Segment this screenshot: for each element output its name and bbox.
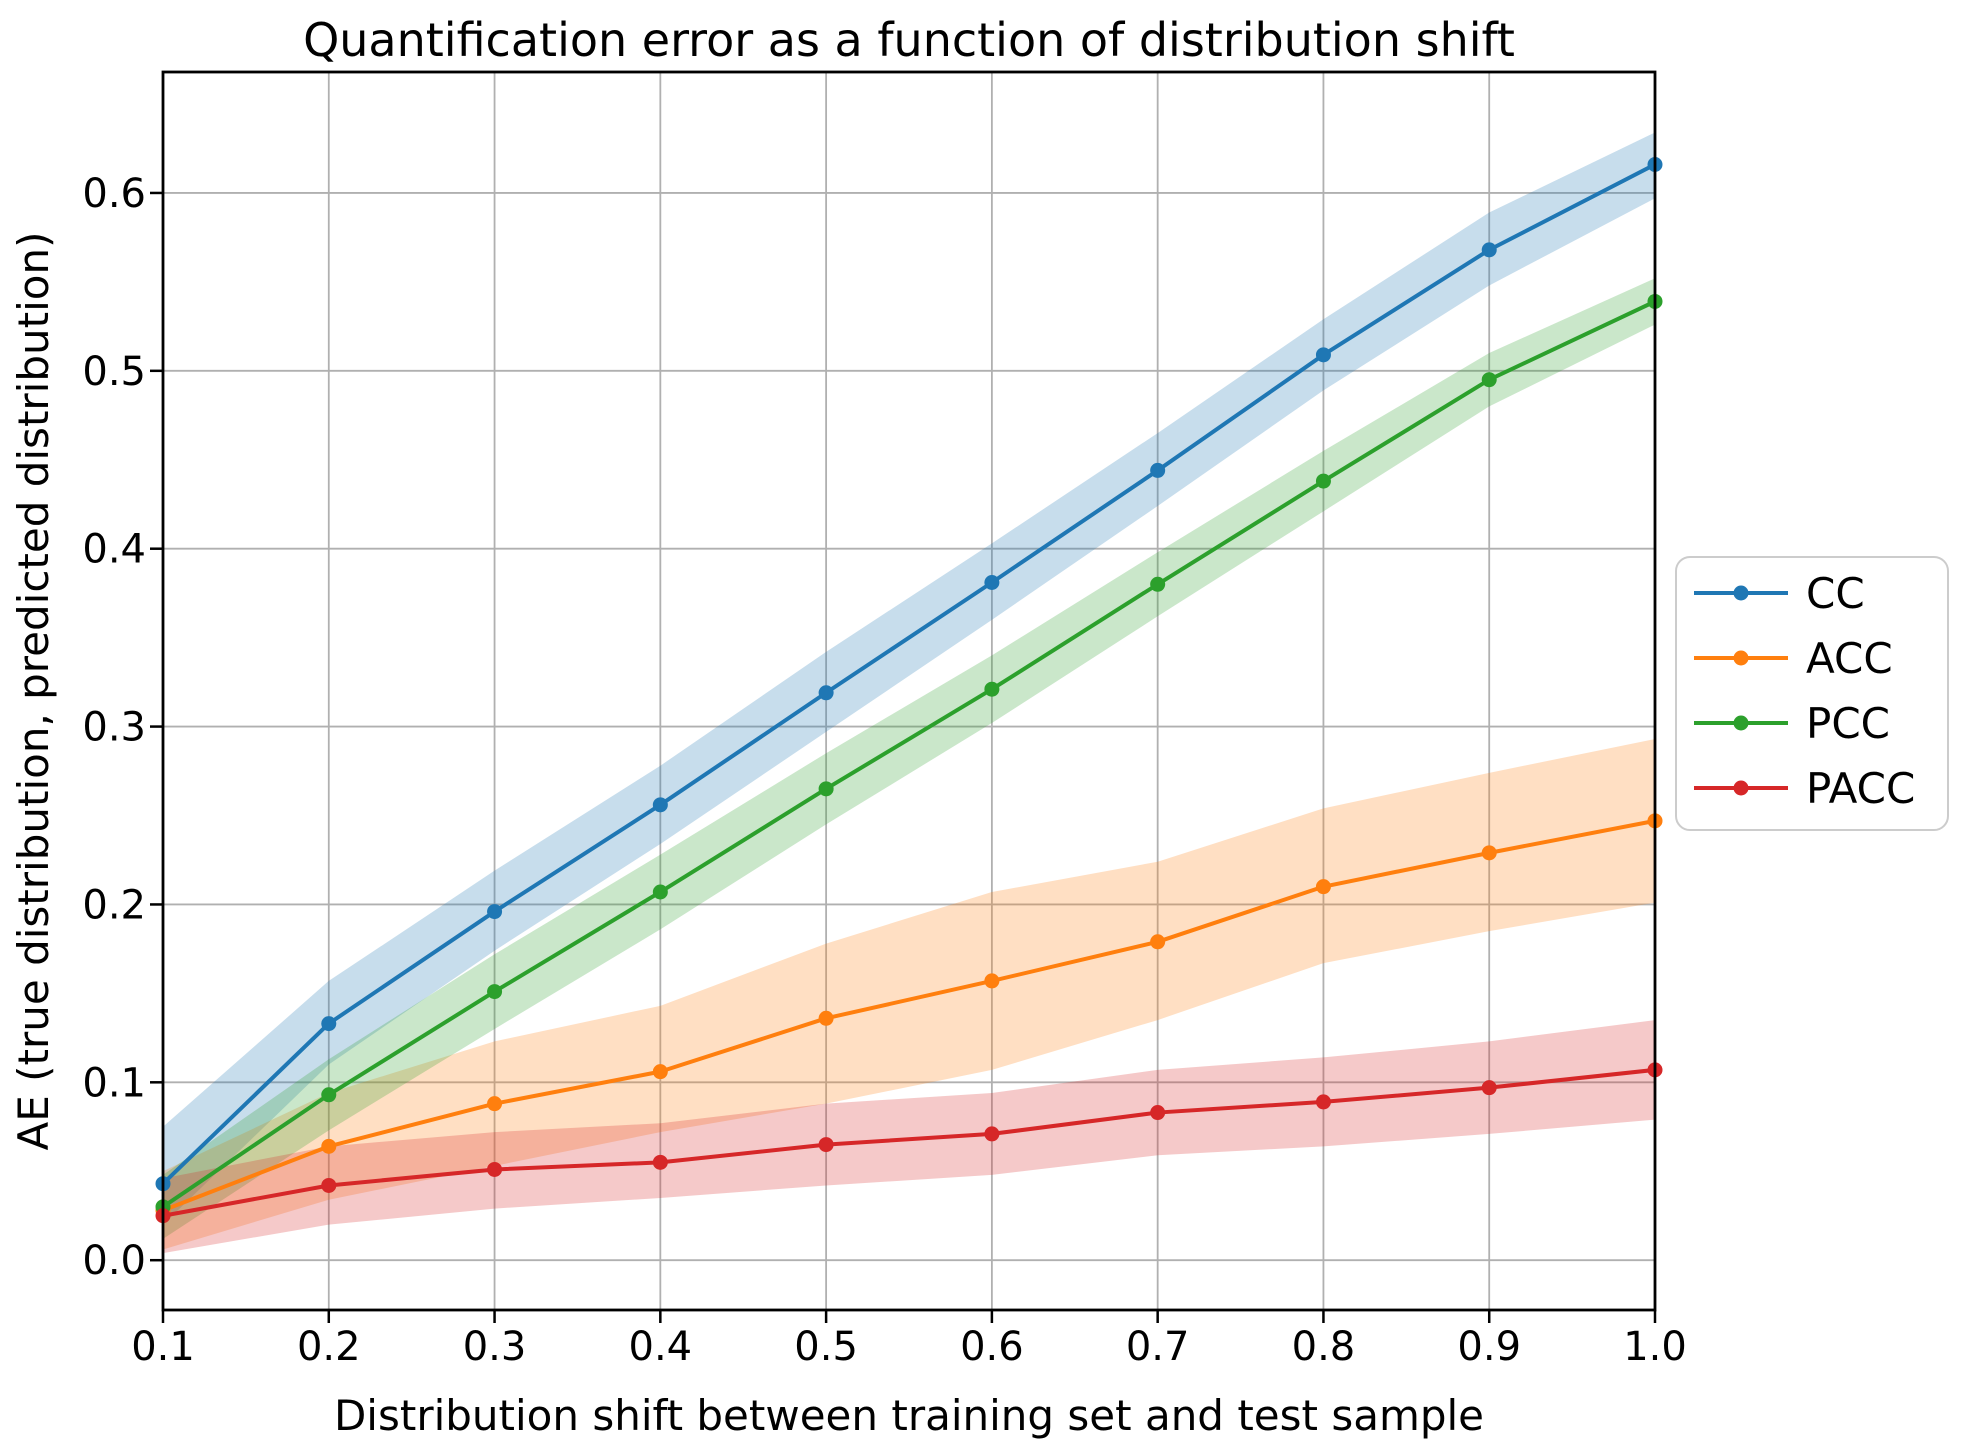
data-point-ACC (818, 1010, 834, 1026)
legend-label: PACC (1806, 764, 1915, 813)
legend-label: ACC (1806, 634, 1893, 683)
confidence-bands (163, 132, 1655, 1254)
legend-item-CC: CC (1694, 569, 1865, 618)
series-line-PACC (161, 1067, 1657, 1218)
legend-marker (1733, 585, 1749, 601)
data-point-PACC (1315, 1094, 1331, 1110)
series-line-ACC (161, 818, 1657, 1213)
data-point-CC (984, 574, 1000, 590)
data-point-CC (1315, 347, 1331, 363)
data-point-PCC (1315, 473, 1331, 489)
data-point-PCC (1150, 576, 1166, 592)
data-point-ACC (1150, 934, 1166, 950)
legend-marker (1733, 650, 1749, 666)
y-tick-label: 0.4 (82, 527, 146, 573)
legend-box (1675, 556, 1949, 831)
data-point-CC (321, 1016, 337, 1032)
data-point-PCC (652, 884, 668, 900)
data-point-CC (818, 685, 834, 701)
data-point-PACC (652, 1154, 668, 1170)
x-axis-label: Distribution shift between training set … (334, 1391, 1484, 1440)
x-tick-label: 0.5 (794, 1324, 858, 1370)
data-point-ACC (984, 973, 1000, 989)
confidence-band-CC (163, 132, 1655, 1225)
legend: CC ACC PCC PACC (1675, 556, 1949, 831)
confidence-band-ACC (163, 739, 1655, 1250)
x-tick-label: 0.4 (629, 1324, 693, 1370)
legend-label: PCC (1806, 699, 1890, 748)
data-point-PACC (1150, 1105, 1166, 1121)
data-point-PCC (487, 984, 503, 1000)
y-tick-label: 0.2 (82, 882, 146, 928)
series-line-CC (161, 162, 1657, 1186)
confidence-band-PCC (163, 278, 1655, 1239)
x-tick-label: 0.7 (1126, 1324, 1190, 1370)
data-point-PACC (321, 1177, 337, 1193)
y-tick-label: 0.5 (82, 349, 146, 395)
data-point-PACC (487, 1161, 503, 1177)
legend-item-PCC: PCC (1694, 699, 1890, 748)
y-axis-label: AE (true distribution, predicted distrib… (9, 232, 58, 1151)
legend-item-ACC: ACC (1694, 634, 1893, 683)
data-point-ACC (652, 1064, 668, 1080)
data-point-PCC (1481, 372, 1497, 388)
y-tick-label: 0.0 (82, 1238, 146, 1284)
data-point-PCC (321, 1087, 337, 1103)
data-point-PACC (984, 1126, 1000, 1142)
legend-marker (1733, 780, 1749, 796)
data-point-PACC (1481, 1080, 1497, 1096)
x-tick-label: 0.3 (463, 1324, 527, 1370)
data-point-CC (487, 904, 503, 920)
x-tick-label: 0.6 (960, 1324, 1024, 1370)
chart-title: Quantification error as a function of di… (303, 13, 1515, 67)
y-tick-label: 0.3 (82, 705, 146, 751)
data-point-CC (652, 797, 668, 813)
confidence-band-PACC (163, 1020, 1655, 1254)
x-tick-label: 0.8 (1292, 1324, 1356, 1370)
x-tick-label: 0.9 (1457, 1324, 1521, 1370)
legend-label: CC (1806, 569, 1865, 618)
series-line-PCC (161, 299, 1657, 1209)
legend-marker (1733, 715, 1749, 731)
plot-border (161, 70, 1657, 1312)
plot-area: 0.1 0.2 0.3 0.4 0.5 0.6 0.7 0.8 0.9 1.0 0.0 0.1 0.2 0… (82, 70, 1949, 1370)
data-point-CC (1481, 242, 1497, 258)
axes: 0.1 0.2 0.3 0.4 0.5 0.6 0.7 0.8 0.9 1.0 0.0 0.1 0.2 0… (82, 70, 1687, 1370)
legend-item-PACC: PACC (1694, 764, 1915, 813)
data-point-PCC (818, 781, 834, 797)
y-tick-label: 0.6 (82, 171, 146, 217)
data-point-ACC (487, 1096, 503, 1112)
x-tick-label: 0.2 (297, 1324, 361, 1370)
data-point-PACC (818, 1137, 834, 1153)
x-tick-label: 1.0 (1623, 1324, 1687, 1370)
data-point-ACC (321, 1138, 337, 1154)
data-point-PCC (984, 681, 1000, 697)
x-tick-label: 0.1 (131, 1324, 195, 1370)
data-point-CC (1150, 462, 1166, 478)
data-point-ACC (1481, 845, 1497, 861)
data-point-ACC (1315, 879, 1331, 895)
y-tick-label: 0.1 (82, 1060, 146, 1106)
